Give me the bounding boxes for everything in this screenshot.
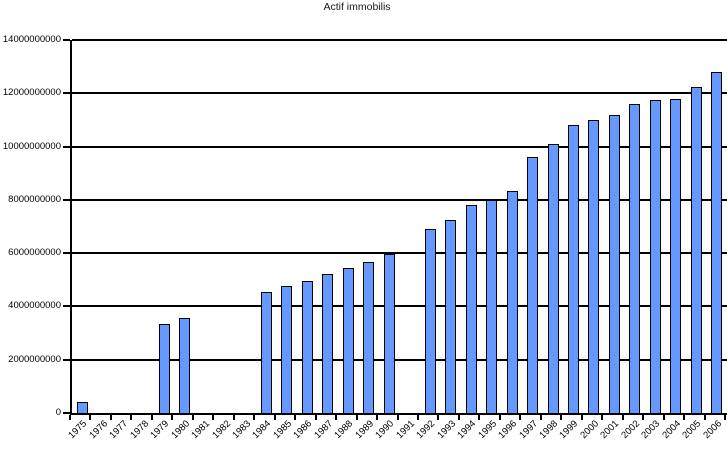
y-axis-tick <box>63 92 70 95</box>
y-axis-label: 2000000000 <box>8 353 61 365</box>
x-axis-tick <box>457 415 460 420</box>
x-axis-tick <box>662 415 665 420</box>
y-axis-tick <box>63 305 70 308</box>
y-axis-tick <box>63 145 70 148</box>
gridline <box>72 252 727 255</box>
y-axis-tick <box>63 358 70 361</box>
x-axis-tick <box>294 415 297 420</box>
bar-1998 <box>547 143 559 413</box>
bar-1995 <box>486 199 498 413</box>
x-axis-tick <box>171 415 174 420</box>
y-axis-label: 6000000000 <box>8 247 61 259</box>
x-axis-tick <box>478 415 481 420</box>
x-axis-tick <box>601 415 604 420</box>
bar-2001 <box>608 114 620 413</box>
bar-1990 <box>383 254 395 413</box>
plot-area <box>70 39 727 415</box>
bar-1992 <box>424 229 436 413</box>
x-axis-tick <box>498 415 501 420</box>
y-axis-tick <box>63 412 70 414</box>
x-axis-tick <box>580 415 583 420</box>
x-axis-tick <box>335 415 338 420</box>
bar-1987 <box>322 274 334 413</box>
bar-2004 <box>670 98 682 413</box>
gridline <box>72 92 727 95</box>
y-axis-label: 0 <box>55 407 61 418</box>
y-axis-label: 8000000000 <box>8 193 61 205</box>
bar-1988 <box>342 267 354 413</box>
x-axis-tick <box>703 415 706 420</box>
x-axis-tick <box>253 415 256 420</box>
x-axis-tick <box>560 415 563 420</box>
gridline <box>72 305 727 308</box>
y-axis-label: 10000000000 <box>2 140 61 152</box>
bar-2003 <box>649 99 661 413</box>
gridline <box>72 39 727 41</box>
x-axis-tick <box>376 415 379 420</box>
bar-1984 <box>260 291 272 413</box>
gridline <box>72 145 727 148</box>
y-axis-label: 14000000000 <box>2 34 61 45</box>
x-axis-tick <box>232 415 235 420</box>
bar-2006 <box>711 71 723 413</box>
x-axis-tick <box>109 415 112 420</box>
x-axis-tick <box>539 415 542 420</box>
x-axis-tick <box>191 415 194 420</box>
bar-1997 <box>527 157 539 413</box>
chart-title: Actif immobilis <box>323 1 391 13</box>
x-axis-tick <box>69 415 71 420</box>
bar-1980 <box>179 318 191 413</box>
bar-1985 <box>281 286 293 413</box>
y-axis-label: 12000000000 <box>2 87 61 99</box>
y-axis-tick <box>63 252 70 255</box>
x-axis-tick <box>724 415 726 420</box>
y-axis-label: 4000000000 <box>8 300 61 312</box>
bar-1993 <box>445 219 457 413</box>
x-axis-tick <box>150 415 153 420</box>
x-axis-tick <box>212 415 215 420</box>
gridline <box>72 358 727 361</box>
y-axis-tick <box>63 198 70 201</box>
bar-1986 <box>301 281 313 413</box>
x-axis-tick <box>642 415 645 420</box>
bar-1975 <box>76 401 88 413</box>
bar-2005 <box>690 86 702 413</box>
bar-2000 <box>588 119 600 413</box>
y-axis-tick <box>63 39 70 41</box>
bar-1989 <box>363 262 375 413</box>
bar-1994 <box>465 205 477 413</box>
x-axis-tick <box>89 415 92 420</box>
x-axis-tick <box>437 415 440 420</box>
gridline <box>72 198 727 201</box>
x-axis-tick <box>314 415 317 420</box>
x-axis-tick <box>416 415 419 420</box>
x-axis-tick <box>273 415 276 420</box>
bar-2002 <box>629 103 641 413</box>
bar-1979 <box>158 323 170 413</box>
x-axis-tick <box>396 415 399 420</box>
bar-1999 <box>567 125 579 413</box>
bar-1996 <box>506 190 518 413</box>
x-axis-tick <box>683 415 686 420</box>
x-axis-tick <box>355 415 358 420</box>
x-axis-tick <box>130 415 133 420</box>
x-axis-tick <box>621 415 624 420</box>
x-axis-tick <box>519 415 522 420</box>
